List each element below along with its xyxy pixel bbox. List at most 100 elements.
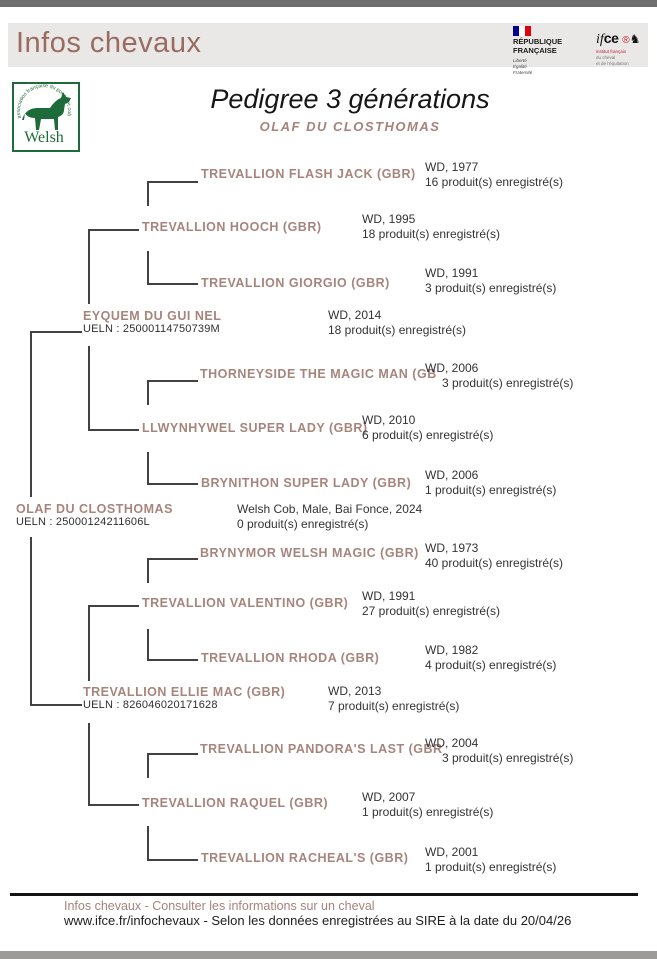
node-breed-year: WD, 2010 [362,413,416,427]
horse-name[interactable]: TREVALLION FLASH JACK (GBR) [201,167,416,181]
pedigree-node: BRYNYMOR WELSH MAGIC (GBR) [200,544,419,562]
node-products: 0 produit(s) enregistré(s) [237,516,369,531]
pedigree-node: TREVALLION GIORGIO (GBR) [201,274,390,292]
node-breed-year: WD, 2006 [425,468,479,482]
node-products: 40 produit(s) enregistré(s) [425,555,564,570]
node-products: 7 produit(s) enregistré(s) [328,698,460,713]
ifce-word-ce: ce [603,30,619,46]
horse-name[interactable]: EYQUEM DU GUI NEL [83,309,222,323]
horse-name[interactable]: BRYNITHON SUPER LADY (GBR) [201,476,412,490]
pedigree-node: THORNEYSIDE THE MAGIC MAN (GB [200,365,437,383]
node-products: 3 produit(s) enregistré(s) [442,375,574,390]
connector-line [147,659,198,661]
horse-name[interactable]: TREVALLION PANDORA'S LAST (GBR [200,742,443,756]
horse-name[interactable]: LLWYNHYWEL SUPER LADY (GBR) [142,421,368,435]
connector-line [147,629,149,661]
connector-line [30,704,82,706]
ifce-tagline-3: et de l'équitation [596,60,629,66]
connector-line [88,723,90,805]
connector-line [147,483,198,485]
node-products: 6 produit(s) enregistré(s) [362,427,494,442]
ifce-wordmark: ifce ®♞ [596,31,654,47]
connector-line [147,380,149,405]
pedigree-node: TREVALLION RAQUEL (GBR) [142,794,328,812]
node-breed-year: WD, 1982 [425,643,479,657]
pedigree-node: TREVALLION FLASH JACK (GBR) [201,165,416,183]
node-products: 3 produit(s) enregistré(s) [442,750,574,765]
republique-francaise-logo: RÉPUBLIQUE FRANÇAISE Liberté Égalité Fra… [513,26,575,76]
node-breed-year: WD, 2001 [425,845,479,859]
ifce-word-if: if [596,32,604,47]
pedigree-node: TREVALLION VALENTINO (GBR) [142,594,348,612]
node-products: 16 produit(s) enregistré(s) [425,174,564,189]
connector-line [30,331,82,333]
horse-name[interactable]: TREVALLION HOOCH (GBR) [142,220,322,234]
ueln-label: UELN : 25000124211606L [16,516,150,528]
horse-name[interactable]: TREVALLION RHODA (GBR) [201,651,380,665]
footer-rule [10,893,638,896]
connector-line [147,753,198,755]
connector-line [147,181,198,183]
node-breed-year: WD, 2004 [425,736,479,750]
horse-name[interactable]: BRYNYMOR WELSH MAGIC (GBR) [200,546,419,560]
horse-name[interactable]: THORNEYSIDE THE MAGIC MAN (GB [200,367,437,381]
connector-line [88,346,90,430]
pedigree-node: TREVALLION HOOCH (GBR) [142,218,322,236]
top-bar [0,0,657,7]
horse-name[interactable]: OLAF DU CLOSTHOMAS [16,502,173,516]
footer-note: Infos chevaux - Consulter les informatio… [64,899,375,913]
horse-name-subtitle: OLAF DU CLOSTHOMAS [259,119,441,134]
connector-line [147,558,198,560]
welsh-association-logo: association française du poney et cob We… [12,82,80,152]
connector-line [30,331,32,497]
node-products: 1 produit(s) enregistré(s) [425,859,557,874]
rf-motto-egalite: Égalité [513,64,527,70]
connector-line [147,558,149,583]
node-products: 1 produit(s) enregistré(s) [362,804,494,819]
connector-line [30,537,32,706]
node-breed-year: WD, 2006 [425,361,479,375]
rf-title-line2: FRANÇAISE [513,45,557,55]
node-breed-year: WD, 1995 [362,212,416,226]
pedigree-node: TREVALLION RACHEAL'S (GBR) [201,849,408,867]
node-breed-year: WD, 2013 [328,684,382,698]
ifce-logo: ifce ®♞ institut français du cheval et d… [596,31,654,67]
node-products: 4 produit(s) enregistré(s) [425,657,557,672]
rf-title-line1: RÉPUBLIQUE [513,37,563,46]
node-breed-year: WD, 1991 [362,589,416,603]
connector-line [88,605,139,607]
node-products: 3 produit(s) enregistré(s) [425,280,557,295]
connector-line [147,181,149,206]
ifce-tagline-1: institut français [596,49,627,54]
welsh-label: Welsh [24,129,64,146]
connector-line [147,826,149,860]
node-breed-year: WD, 2014 [328,308,382,322]
ifce-registered-icon: ® [622,35,630,46]
connector-line [147,380,198,382]
connector-line [88,429,139,431]
ueln-label: UELN : 25000114750739M [83,323,220,335]
node-products: 1 produit(s) enregistré(s) [425,482,557,497]
horse-name[interactable]: TREVALLION GIORGIO (GBR) [201,276,390,290]
node-products: 18 produit(s) enregistré(s) [328,322,467,337]
connector-line [88,804,139,806]
app-title: Infos chevaux [16,27,202,59]
horse-name[interactable]: TREVALLION RACHEAL'S (GBR) [201,851,409,865]
pedigree-node: TREVALLION PANDORA'S LAST (GBR [200,740,443,758]
node-breed-year: Welsh Cob, Male, Bai Fonce, 2024 [237,502,423,516]
header-banner: Infos chevaux RÉPUBLIQUE FRANÇAISE Liber… [8,23,648,75]
pedigree-node: BRYNITHON SUPER LADY (GBR) [201,474,411,492]
node-products: 18 produit(s) enregistré(s) [362,226,501,241]
connector-line [147,859,198,861]
node-breed-year: WD, 1973 [425,541,479,555]
rf-motto-fraternite: Fraternité [513,69,533,75]
horse-name[interactable]: TREVALLION RAQUEL (GBR) [142,796,329,810]
ifce-tagline-2: du cheval [596,54,616,60]
horse-name[interactable]: TREVALLION ELLIE MAC (GBR) [83,685,286,699]
pedigree-node: TREVALLION ELLIE MAC (GBR) UELN : 826046… [83,685,285,711]
welsh-pony-icon [22,92,71,130]
connector-line [147,452,149,484]
rf-motto-liberte: Liberté [513,58,527,64]
horse-name[interactable]: TREVALLION VALENTINO (GBR) [142,596,349,610]
